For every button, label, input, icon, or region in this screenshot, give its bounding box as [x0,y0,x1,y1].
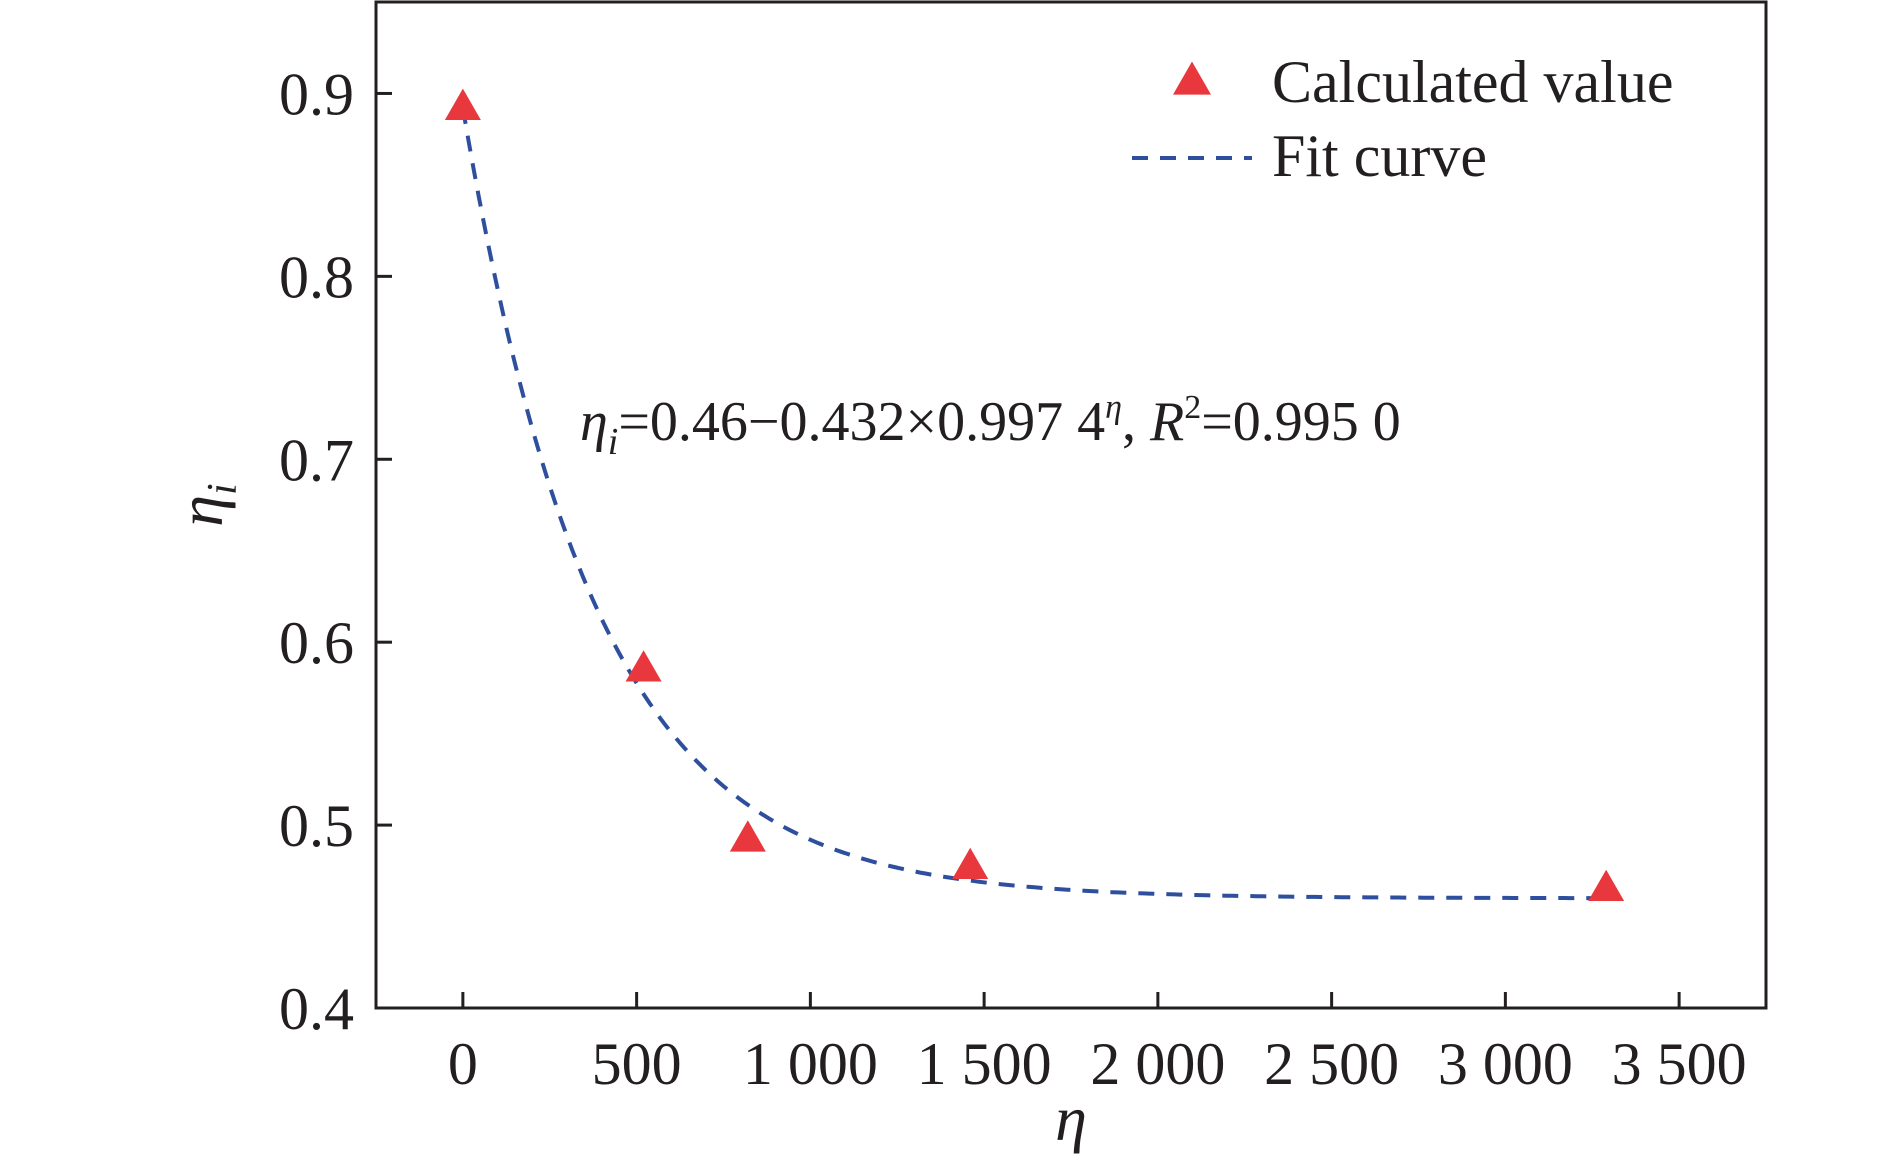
legend-label-calculated: Calculated value [1272,49,1673,115]
data-point-marker [952,847,989,880]
fit-equation-annotation: ηi=0.46−0.432×0.997 4η, R2=0.995 0 [580,389,1401,463]
y-tick-label: 0.9 [279,61,354,127]
data-point-marker [729,820,766,852]
x-tick-label: 1 000 [743,1031,878,1097]
x-tick-label: 3 500 [1612,1031,1747,1097]
legend-label-fit-curve: Fit curve [1272,123,1487,189]
x-tick-label: 1 500 [917,1031,1052,1097]
y-tick-label: 0.5 [279,793,354,859]
fit-curve-line [460,107,1607,901]
legend: Calculated value Fit curve [1132,49,1673,189]
y-axis-title: ηi [165,483,246,526]
x-tick-label: 0 [448,1031,478,1097]
fit-curve-layer [460,107,1607,901]
x-axis-title: η [1055,1083,1087,1154]
marker-layer [444,88,1625,902]
tick-layer: 0 500 1 000 1 500 2 000 2 500 3 000 3 500 0.4 0.5… [279,61,1747,1097]
x-tick-label: 3 000 [1438,1031,1573,1097]
y-tick-label: 0.8 [279,244,354,310]
data-point-marker [444,88,481,120]
legend-triangle-marker [1173,61,1211,95]
plot-area-frame [374,0,1768,1010]
y-tick-label: 0.4 [279,976,354,1042]
y-tick-label: 0.6 [279,610,354,676]
x-tick-label: 500 [592,1031,682,1097]
x-tick-label: 2 000 [1090,1031,1225,1097]
data-point-marker [625,650,662,682]
y-axis-title-subscript: i [200,483,246,495]
y-tick-label: 0.7 [279,427,354,493]
data-point-marker [1588,869,1625,902]
x-tick-label: 2 500 [1264,1031,1399,1097]
